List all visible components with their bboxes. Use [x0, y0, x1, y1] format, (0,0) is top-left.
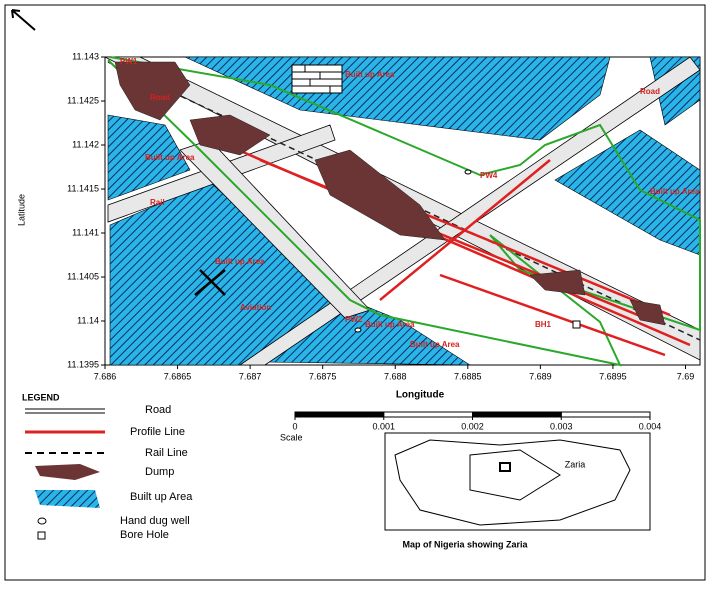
- x-tick-label: 7.6875: [309, 371, 337, 381]
- boundary: [107, 56, 701, 367]
- aviation-icon: [194, 269, 226, 296]
- scale-tick-label: 0.002: [461, 421, 484, 431]
- legend-label: Hand dug well: [120, 515, 190, 527]
- x-axis-label: Longitude: [396, 390, 445, 401]
- north-arrow: [11, 9, 36, 31]
- x-tick-label: 7.687: [239, 371, 262, 381]
- x-tick-label: 7.686: [94, 371, 117, 381]
- map-label: PW2: [345, 315, 363, 324]
- map-label: BH1: [535, 320, 552, 329]
- scale-segment: [383, 411, 473, 418]
- legend-label: Profile Line: [130, 426, 185, 438]
- map-label: Road: [150, 93, 170, 102]
- legend-label: Built up Area: [130, 491, 193, 503]
- built-up-areas: [107, 56, 701, 366]
- inset-map: [394, 439, 631, 526]
- y-tick-label: 11.141: [72, 227, 99, 237]
- well: [354, 327, 362, 333]
- y-tick-label: 11.1425: [67, 95, 99, 105]
- scale-label: Scale: [280, 432, 303, 442]
- map-label: Built up Area: [365, 320, 415, 329]
- scale-segment: [294, 411, 385, 418]
- legend-label: Dump: [145, 466, 174, 478]
- y-axis-label: Latitude: [16, 194, 26, 226]
- y-tick-label: 11.1415: [67, 183, 99, 193]
- inset-caption: Map of Nigeria showing Zaria: [402, 539, 528, 549]
- map-label: Road: [640, 87, 660, 96]
- y-tick-label: 11.143: [72, 51, 99, 61]
- x-tick-label: 7.688: [384, 371, 407, 381]
- legend-label: Road: [145, 404, 171, 416]
- scale-segment: [560, 411, 651, 418]
- map-label: Built up Area: [345, 70, 395, 79]
- scale-tick-label: 0: [292, 421, 297, 431]
- map-label: Built up Area: [410, 340, 460, 349]
- map-label: Built up Area: [650, 187, 700, 196]
- y-tick-label: 11.1395: [67, 359, 99, 369]
- well: [464, 169, 472, 175]
- scale-segment: [472, 411, 562, 418]
- map-label: Aviation: [240, 303, 271, 312]
- brick-icon: [291, 64, 343, 94]
- zaria-marker: [499, 462, 511, 472]
- y-tick-label: 11.14: [77, 315, 99, 325]
- x-tick-label: 7.6885: [454, 371, 482, 381]
- scale-tick-label: 0.003: [550, 421, 573, 431]
- frame: [4, 4, 706, 581]
- map-label: PW4: [480, 171, 498, 180]
- legend-label: Rail Line: [145, 447, 188, 459]
- inset-frame: [384, 432, 651, 531]
- inset-place: Zaria: [565, 459, 586, 469]
- x-tick-label: 7.6865: [164, 371, 192, 381]
- x-tick-label: 7.689: [529, 371, 552, 381]
- map-label: Built up Area: [215, 257, 265, 266]
- dumps: [114, 61, 666, 326]
- bore-hole: [572, 320, 581, 329]
- scale-tick-label: 0.001: [372, 421, 395, 431]
- map-label: Rail: [150, 198, 165, 207]
- legend-label: Bore Hole: [120, 529, 169, 541]
- legend-title: LEGEND: [22, 392, 60, 402]
- y-tick-label: 11.142: [72, 139, 99, 149]
- map-label: PW1: [120, 57, 138, 66]
- map-label: Built up Area: [145, 153, 195, 162]
- rail-line: [107, 61, 701, 341]
- scale-tick-label: 0.004: [639, 421, 662, 431]
- x-tick-label: 7.6895: [599, 371, 627, 381]
- x-tick-label: 7.69: [677, 371, 695, 381]
- legend-keys: [25, 408, 105, 540]
- y-tick-label: 11.1405: [67, 271, 99, 281]
